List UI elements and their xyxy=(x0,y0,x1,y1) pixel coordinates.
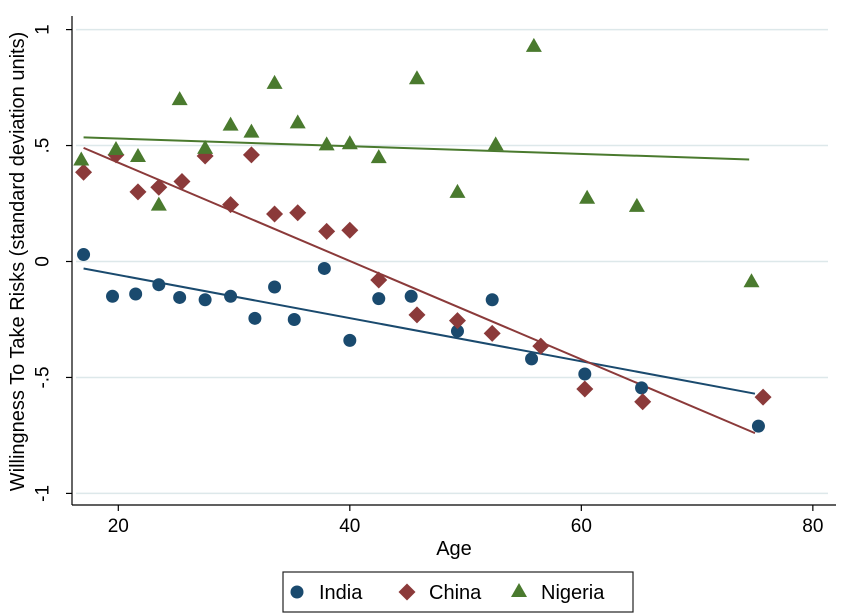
india-point xyxy=(106,289,120,303)
legend: India China Nigeria xyxy=(282,571,634,613)
china-point xyxy=(370,271,388,289)
india-point xyxy=(317,261,331,275)
china-point xyxy=(532,337,550,355)
india-point xyxy=(248,311,262,325)
nigeria-point xyxy=(370,149,387,164)
y-axis-title: Willingness To Take Risks (standard devi… xyxy=(7,32,29,491)
china-point xyxy=(242,146,260,164)
x-tick-label: 80 xyxy=(802,516,823,537)
china-point xyxy=(222,196,240,214)
y-tick-label: -.5 xyxy=(33,366,54,388)
nigeria-point xyxy=(487,136,504,151)
nigeria-point xyxy=(449,183,466,198)
y-tick-label: .5 xyxy=(33,138,54,154)
china-point xyxy=(576,380,594,398)
y-tick-label: -1 xyxy=(33,485,54,502)
india-point xyxy=(450,324,464,338)
india-point xyxy=(525,352,539,366)
nigeria-point xyxy=(73,151,90,166)
nigeria-point xyxy=(222,116,239,131)
x-tick-label: 60 xyxy=(571,516,592,537)
x-axis-title: Age xyxy=(436,538,472,560)
legend-china-label: China xyxy=(429,582,482,604)
nigeria-point xyxy=(150,196,167,211)
india-point xyxy=(372,292,386,306)
india-point xyxy=(224,289,238,303)
china-point xyxy=(634,393,652,411)
nigeria-point xyxy=(318,136,335,151)
legend-china-marker xyxy=(398,583,416,601)
legend-nigeria-label: Nigeria xyxy=(541,582,605,604)
nigeria-point xyxy=(743,273,760,288)
china-point xyxy=(448,312,466,330)
india-point xyxy=(152,278,166,292)
legend-nigeria-marker xyxy=(511,583,527,597)
grid-lines xyxy=(76,28,828,495)
india-point xyxy=(268,280,282,294)
china-point xyxy=(289,204,307,222)
nigeria-point xyxy=(171,91,188,106)
nigeria-point xyxy=(129,147,146,162)
y-tick-label: 0 xyxy=(33,256,54,267)
india-fit-line xyxy=(83,267,756,395)
india-point xyxy=(485,293,499,307)
data-points xyxy=(73,37,772,433)
tick-labels: 1 .5 0 -.5 -1 20 40 60 80 xyxy=(33,24,824,537)
nigeria-point xyxy=(408,70,425,85)
india-point xyxy=(77,248,91,262)
nigeria-point xyxy=(197,139,214,154)
y-tick-label: 1 xyxy=(33,24,54,35)
china-point xyxy=(483,324,501,342)
india-point xyxy=(635,381,649,395)
india-point xyxy=(173,290,187,304)
india-point xyxy=(404,289,418,303)
legend-india-label: India xyxy=(319,582,363,604)
china-point xyxy=(150,178,168,196)
nigeria-point xyxy=(628,197,645,212)
india-point xyxy=(751,419,765,433)
china-point xyxy=(129,183,147,201)
nigeria-point xyxy=(341,135,358,150)
china-point xyxy=(75,163,93,181)
legend-box xyxy=(282,571,634,613)
x-tick-label: 20 xyxy=(108,516,129,537)
nigeria-point xyxy=(266,74,283,89)
nigeria-point xyxy=(289,114,306,129)
india-point xyxy=(129,287,143,301)
china-point xyxy=(173,172,191,190)
nigeria-point xyxy=(579,189,596,204)
nigeria-point xyxy=(243,123,260,138)
china-point xyxy=(408,306,426,324)
india-point xyxy=(198,293,212,307)
india-point xyxy=(287,312,301,326)
india-point xyxy=(578,367,592,381)
axes xyxy=(71,16,836,506)
china-fit-line xyxy=(83,146,756,435)
china-point xyxy=(754,388,772,406)
china-point xyxy=(341,221,359,239)
x-tick-label: 40 xyxy=(339,516,360,537)
legend-india-marker xyxy=(290,585,304,599)
india-point xyxy=(343,333,357,347)
nigeria-point xyxy=(525,37,542,52)
china-point xyxy=(266,205,284,223)
china-point xyxy=(318,222,336,240)
nigeria-fit-line xyxy=(83,136,750,161)
nigeria-point xyxy=(107,141,124,156)
